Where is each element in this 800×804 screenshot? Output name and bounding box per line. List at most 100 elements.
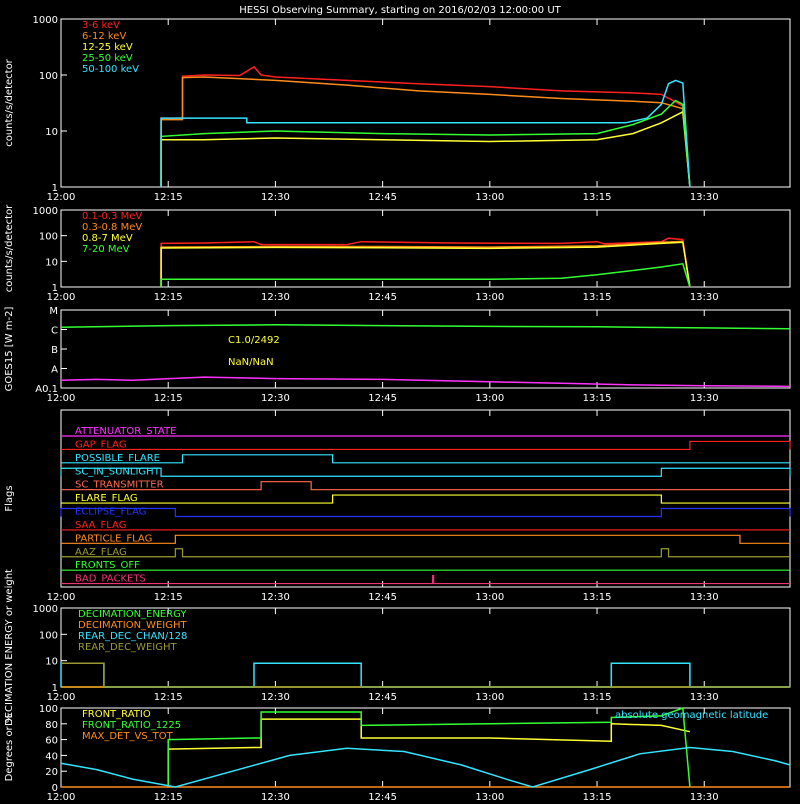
decim-legend-entry: DECIMATION_ENERGY xyxy=(78,609,187,620)
goes-xtick-label: 12:45 xyxy=(368,393,397,404)
lowE-ytick-label: 10 xyxy=(45,127,58,138)
decim-xtick-label: 12:45 xyxy=(368,692,397,703)
decim-series-line xyxy=(60,662,790,688)
flag-label: GAP_FLAG xyxy=(75,439,127,450)
goes-annotation: NaN/NaN xyxy=(228,357,274,368)
lowE-xtick-label: 12:00 xyxy=(47,192,76,203)
lowE-xtick-label: 13:30 xyxy=(690,192,719,203)
flag-line xyxy=(61,440,791,451)
flag-line xyxy=(61,534,790,544)
flag-label: SC_IN_SUNLIGHT xyxy=(75,466,161,477)
flags-xtick-label: 13:30 xyxy=(690,592,719,603)
goes-annotation: C1.0/2492 xyxy=(228,335,280,346)
lowE-xtick-label: 12:30 xyxy=(261,192,290,203)
goes-ytick-label: A0.1 xyxy=(35,384,58,395)
flags-xtick-label: 13:15 xyxy=(583,592,612,603)
flag-line xyxy=(61,494,790,504)
ratios-series-line xyxy=(60,746,791,788)
flag-label: PARTICLE_FLAG xyxy=(75,533,152,544)
lowE-series-line xyxy=(160,76,691,188)
goes-xtick-label: 12:15 xyxy=(154,393,183,404)
ratios-series-line xyxy=(167,718,691,787)
lowE-series-line xyxy=(160,110,691,188)
decim-ytick-label: 1 xyxy=(52,683,58,694)
lowE-xtick-label: 13:15 xyxy=(583,192,612,203)
highE-ylabel: counts/s/detector xyxy=(4,204,15,292)
lowE-ytick-label: 1 xyxy=(52,183,58,194)
ratios-series-line xyxy=(167,706,691,788)
flags-xtick-label: 12:00 xyxy=(47,592,76,603)
ratios-xtick-label: 13:15 xyxy=(583,792,612,800)
lowE-legend-entry: 50-100 keV xyxy=(82,64,139,75)
decim-xtick-label: 12:15 xyxy=(154,692,183,703)
flag-label: POSSIBLE_FLARE xyxy=(75,453,160,464)
goes-series-line xyxy=(60,376,791,388)
decim-legend-entry: REAR_DEC_WEIGHT xyxy=(78,642,177,653)
lowE-frame xyxy=(60,18,791,188)
ratios-ytick-label: 60 xyxy=(45,736,58,747)
goes-xtick-label: 13:30 xyxy=(690,393,719,404)
flag-label: BAD_PACKETS xyxy=(75,574,146,585)
ratios-xtick-label: 13:00 xyxy=(475,792,504,800)
highE-legend-entry: 0.8-7 MeV xyxy=(82,233,133,244)
flag-label: SAA_FLAG xyxy=(75,520,126,531)
highE-ytick-label: 1000 xyxy=(33,206,58,217)
ratios-legend-entry: FRONT_RATIO xyxy=(82,709,151,720)
ratios-legend-entry: MAX_DET_VS_TOT xyxy=(82,731,174,742)
goes-xtick-label: 13:15 xyxy=(583,393,612,404)
highE-frame xyxy=(60,209,791,288)
lowE-legend-entry: 25-50 keV xyxy=(82,53,133,64)
flags-xtick-label: 12:45 xyxy=(368,592,397,603)
ratios-xtick-label: 12:30 xyxy=(261,792,290,800)
lowE-ylabel: counts/s/detector xyxy=(4,58,15,146)
lowE-legend-entry: 6-12 keV xyxy=(82,31,126,42)
goes-xtick-label: 13:00 xyxy=(475,393,504,404)
lowE-xtick-label: 12:15 xyxy=(154,192,183,203)
goes-ytick-label: C xyxy=(51,326,58,337)
decim-xtick-label: 12:30 xyxy=(261,692,290,703)
lowE-ytick-label: 1000 xyxy=(33,15,58,26)
highE-xtick-label: 12:45 xyxy=(368,292,397,303)
ratios-ytick-label: 20 xyxy=(45,767,58,778)
highE-ytick-label: 10 xyxy=(45,257,58,268)
flag-line xyxy=(60,467,791,477)
flags-xtick-label: 12:30 xyxy=(261,592,290,603)
highE-series-line xyxy=(160,240,691,288)
decim-xtick-label: 13:15 xyxy=(583,692,612,703)
flags-ylabel: Flags xyxy=(4,485,15,511)
decim-legend-entry: DECIMATION_WEIGHT xyxy=(78,620,187,631)
decim-ytick-label: 100 xyxy=(39,630,58,641)
flags-xtick-label: 12:15 xyxy=(154,592,183,603)
decim-ytick-label: 10 xyxy=(45,657,58,668)
flag-label: SC_TRANSMITTER xyxy=(75,480,164,491)
flags-xtick-label: 13:00 xyxy=(475,592,504,603)
goes-series-line xyxy=(60,324,791,330)
decim-xtick-label: 13:30 xyxy=(690,692,719,703)
decim-ylabel: DECIMATION ENERGY or weight xyxy=(4,569,15,726)
flag-line xyxy=(61,548,790,558)
flag-label: ECLIPSE_FLAG xyxy=(75,507,146,518)
ratios-legend-entry: FRONT_RATIO_1225 xyxy=(82,720,181,731)
highE-series-line xyxy=(160,241,691,288)
flag-line xyxy=(61,481,790,491)
ratios-xtick-label: 12:45 xyxy=(368,792,397,800)
flags-frame xyxy=(60,409,791,588)
decim-xtick-label: 12:00 xyxy=(47,692,76,703)
highE-xtick-label: 13:30 xyxy=(690,292,719,303)
ratios-ytick-label: 80 xyxy=(45,720,58,731)
highE-legend-entry: 0.3-0.8 MeV xyxy=(82,222,142,233)
highE-xtick-label: 13:15 xyxy=(583,292,612,303)
goes-ytick-label: B xyxy=(51,345,58,356)
goes-frame xyxy=(60,309,791,389)
flag-label: FRONTS_OFF xyxy=(75,560,140,571)
decim-ytick-label: 1000 xyxy=(33,604,58,615)
flag-label: FLARE_FLAG xyxy=(75,493,138,504)
highE-legend-entry: 7-20 MeV xyxy=(82,244,130,255)
flag-line xyxy=(61,454,790,464)
ratios-xtick-label: 12:00 xyxy=(47,792,76,800)
goes-ytick-label: M xyxy=(49,306,58,317)
highE-ytick-label: 1 xyxy=(52,283,58,294)
highE-xtick-label: 12:00 xyxy=(47,292,76,303)
